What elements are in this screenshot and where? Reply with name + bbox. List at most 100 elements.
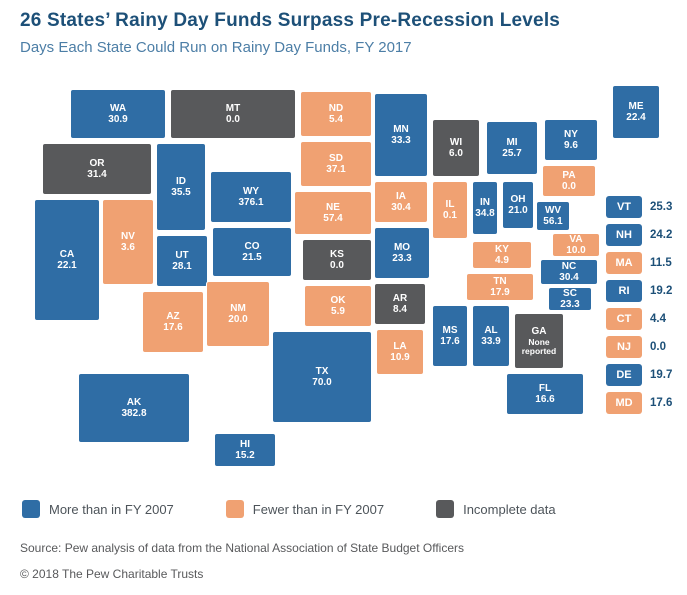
- callout-MD[interactable]: MD 17.6: [606, 392, 686, 414]
- state-abbr: NV: [121, 230, 135, 242]
- state-AR[interactable]: AR 8.4: [374, 283, 426, 325]
- state-value: 28.1: [172, 261, 192, 272]
- state-LA[interactable]: LA 10.9: [376, 329, 424, 375]
- state-WI[interactable]: WI 6.0: [432, 119, 480, 177]
- state-abbr: WY: [242, 185, 260, 197]
- state-value: 20.0: [228, 314, 248, 325]
- state-ME[interactable]: ME 22.4: [612, 85, 660, 139]
- state-chip: MD: [606, 392, 642, 414]
- state-WV[interactable]: WV 56.1: [536, 201, 570, 231]
- state-ID[interactable]: ID 35.5: [156, 143, 206, 231]
- state-value: 23.3: [392, 253, 412, 264]
- state-OK[interactable]: OK 5.9: [304, 285, 372, 327]
- state-value: 11.5: [650, 257, 672, 269]
- callout-MA[interactable]: MA 11.5: [606, 252, 686, 274]
- source-note: Source: Pew analysis of data from the Na…: [20, 541, 465, 555]
- small-state-callouts: VT 25.3 NH 24.2 MA 11.5 RI 19.2 CT 4.4 NJ 0.0 DE 19.7…: [606, 196, 686, 420]
- state-value: 24.2: [650, 229, 673, 241]
- state-value: 5.9: [331, 306, 345, 317]
- state-MI[interactable]: MI 25.7: [486, 121, 538, 175]
- state-value: 30.4: [559, 272, 579, 283]
- state-value: 25.3: [650, 201, 673, 213]
- state-abbr: IL: [445, 198, 455, 210]
- state-GA[interactable]: GA None reported: [514, 313, 564, 369]
- callout-NH[interactable]: NH 24.2: [606, 224, 686, 246]
- state-ND[interactable]: ND 5.4: [300, 91, 372, 137]
- state-IN[interactable]: IN 34.8: [472, 181, 498, 235]
- state-value: 376.1: [238, 197, 264, 208]
- state-abbr: OR: [89, 157, 105, 169]
- state-WA[interactable]: WA 30.9: [70, 89, 166, 139]
- state-value: 4.9: [495, 255, 509, 266]
- state-abbr: ND: [328, 102, 344, 114]
- state-OR[interactable]: OR 31.4: [42, 143, 152, 195]
- state-value: 25.7: [502, 148, 522, 159]
- state-NY[interactable]: NY 9.6: [544, 119, 598, 161]
- state-value: 57.4: [323, 213, 343, 224]
- state-value: 10.9: [390, 352, 410, 363]
- state-chip: NJ: [606, 336, 642, 358]
- page-subtitle: Days Each State Could Run on Rainy Day F…: [20, 39, 412, 56]
- state-MS[interactable]: MS 17.6: [432, 305, 468, 367]
- legend-item-more: More than in FY 2007: [22, 500, 174, 518]
- state-MT[interactable]: MT 0.0: [170, 89, 296, 139]
- state-IA[interactable]: IA 30.4: [374, 181, 428, 223]
- state-NC[interactable]: NC 30.4: [540, 259, 598, 285]
- state-value: 5.4: [329, 114, 343, 125]
- state-abbr: MT: [225, 102, 241, 114]
- state-value: 16.6: [535, 394, 555, 405]
- state-NE[interactable]: NE 57.4: [294, 191, 372, 235]
- state-WY[interactable]: WY 376.1: [210, 171, 292, 223]
- state-KY[interactable]: KY 4.9: [472, 241, 532, 269]
- state-abbr: WI: [449, 136, 463, 148]
- legend-label: More than in FY 2007: [49, 501, 174, 517]
- state-abbr: CO: [244, 240, 260, 252]
- state-HI[interactable]: HI 15.2: [214, 433, 276, 467]
- state-abbr: UT: [175, 249, 189, 261]
- state-MO[interactable]: MO 23.3: [374, 227, 430, 279]
- state-value: 23.3: [560, 299, 580, 310]
- state-abbr: TN: [493, 275, 507, 287]
- page-title: 26 States’ Rainy Day Funds Surpass Pre-R…: [20, 10, 561, 31]
- state-CA[interactable]: CA 22.1: [34, 199, 100, 321]
- state-value: 0.0: [330, 260, 344, 271]
- state-value: 4.4: [650, 313, 666, 325]
- callout-RI[interactable]: RI 19.2: [606, 280, 686, 302]
- state-VA[interactable]: VA 10.0: [552, 233, 600, 257]
- state-chip: CT: [606, 308, 642, 330]
- state-TN[interactable]: TN 17.9: [466, 273, 534, 301]
- state-abbr: HI: [240, 438, 250, 450]
- state-IL[interactable]: IL 0.1: [432, 181, 468, 239]
- state-value: 0.0: [650, 341, 666, 353]
- state-value: 30.4: [391, 202, 411, 213]
- state-abbr: WA: [109, 102, 127, 114]
- callout-NJ[interactable]: NJ 0.0: [606, 336, 686, 358]
- state-OH[interactable]: OH 21.0: [502, 181, 534, 229]
- state-chip: DE: [606, 364, 642, 386]
- state-abbr: IN: [480, 196, 490, 208]
- state-AL[interactable]: AL 33.9: [472, 305, 510, 367]
- callout-VT[interactable]: VT 25.3: [606, 196, 686, 218]
- state-UT[interactable]: UT 28.1: [156, 235, 208, 287]
- state-value: 70.0: [312, 377, 332, 388]
- state-AK[interactable]: AK 382.8: [78, 373, 190, 443]
- state-KS[interactable]: KS 0.0: [302, 239, 372, 281]
- callout-DE[interactable]: DE 19.7: [606, 364, 686, 386]
- state-SC[interactable]: SC 23.3: [548, 287, 592, 311]
- state-NM[interactable]: NM 20.0: [206, 281, 270, 347]
- state-value: 22.1: [57, 260, 77, 271]
- state-TX[interactable]: TX 70.0: [272, 331, 372, 423]
- state-value: 8.4: [393, 304, 407, 315]
- state-abbr: SC: [563, 287, 577, 299]
- state-SD[interactable]: SD 37.1: [300, 141, 372, 187]
- state-CO[interactable]: CO 21.5: [212, 227, 292, 277]
- callout-CT[interactable]: CT 4.4: [606, 308, 686, 330]
- state-PA[interactable]: PA 0.0: [542, 165, 596, 197]
- state-abbr: IA: [396, 190, 406, 202]
- state-AZ[interactable]: AZ 17.6: [142, 291, 204, 353]
- legend: More than in FY 2007 Fewer than in FY 200…: [22, 500, 556, 518]
- state-value: 0.1: [443, 210, 457, 221]
- state-NV[interactable]: NV 3.6: [102, 199, 154, 285]
- state-FL[interactable]: FL 16.6: [506, 373, 584, 415]
- state-MN[interactable]: MN 33.3: [374, 93, 428, 177]
